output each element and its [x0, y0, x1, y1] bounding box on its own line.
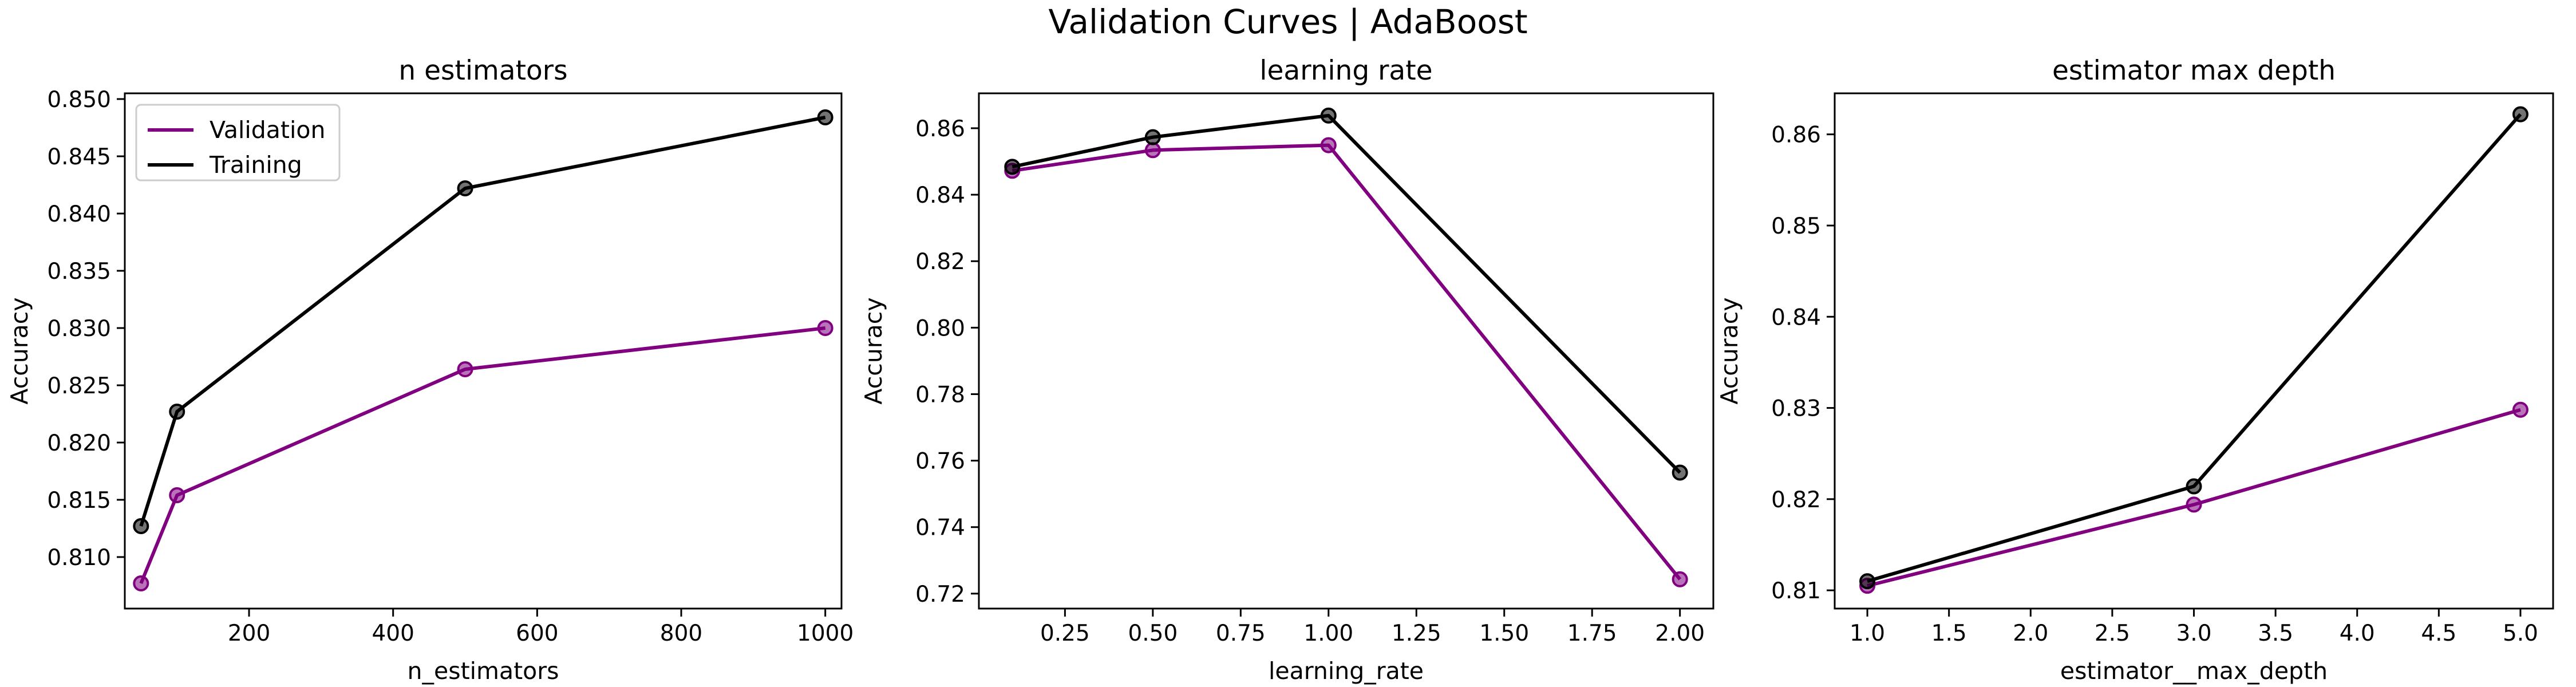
y-tick-label: 0.86 [915, 116, 965, 142]
training-data-point [2512, 106, 2528, 123]
training-data-point [1004, 159, 1021, 175]
x-tick-label: 0.75 [1216, 621, 1266, 646]
y-tick-label: 0.830 [47, 316, 111, 342]
validation-legend-label: Validation [210, 116, 325, 144]
subplot-learning-rate: learning rate 0.25 0.50 0.75 1.00 1.25 1.50 1.7… [860, 55, 1714, 685]
x-tick-label: 0.50 [1128, 621, 1178, 646]
y-tick-label: 0.820 [47, 431, 111, 456]
training-data-point [457, 180, 473, 196]
x-tick-label: 200 [228, 621, 270, 646]
validation-data-point [2186, 496, 2202, 513]
validation-data-point [2512, 401, 2528, 418]
validation-data-point [133, 575, 149, 591]
x-tick-label: 4.5 [2421, 621, 2456, 646]
y-tick-label: 0.83 [1771, 396, 1821, 422]
subplot-max-depth: estimator max depth 1.0 1.5 2.0 2.5 3.0 3.5 4.0… [1716, 55, 2554, 685]
x-tick-label: 3.5 [2258, 621, 2293, 646]
legend: Validation Training [135, 104, 341, 181]
training-series-line [1012, 113, 1681, 474]
x-tick-label: 800 [660, 621, 702, 646]
y-tick-label: 0.78 [915, 382, 965, 408]
validation-series-line [139, 326, 826, 585]
x-tick-label: 2.0 [2013, 621, 2048, 646]
y-tick-label: 0.84 [1771, 305, 1821, 330]
x-axis-label: learning_rate [1269, 657, 1424, 685]
y-tick-label: 0.845 [47, 144, 111, 170]
training-data-point [1859, 573, 1876, 590]
y-tick-label: 0.835 [47, 259, 111, 285]
training-data-point [1144, 129, 1161, 145]
y-axis-label: Accuracy [860, 297, 887, 404]
validation-data-point [1672, 571, 1688, 587]
x-tick-label: 1.0 [1850, 621, 1885, 646]
subplot-title: learning rate [1259, 55, 1432, 86]
x-tick-label: 600 [516, 621, 558, 646]
training-data-point [1672, 464, 1688, 481]
subplot-n-estimators: n estimators 200 400 600 800 1000 0.810 0.815 0.… [6, 55, 854, 685]
validation-data-point [817, 320, 833, 336]
y-tick-label: 0.85 [1771, 214, 1821, 239]
x-axis-label: n_estimators [408, 657, 559, 685]
x-tick-label: 2.5 [2095, 621, 2130, 646]
x-tick-label: 0.25 [1040, 621, 1090, 646]
y-axis-label: Accuracy [6, 297, 33, 404]
x-tick-label: 1.50 [1479, 621, 1529, 646]
subplot-title: n estimators [398, 55, 567, 86]
x-tick-label: 3.0 [2176, 621, 2211, 646]
validation-series-line [1012, 143, 1682, 581]
axes-frame [124, 92, 843, 610]
y-tick-label: 0.76 [915, 449, 965, 475]
validation-data-point [1320, 137, 1337, 153]
y-tick-label: 0.810 [47, 545, 111, 571]
subplot-title: estimator max depth [2052, 55, 2336, 86]
y-tick-label: 0.82 [1771, 487, 1821, 513]
y-axis-label: Accuracy [1716, 297, 1743, 404]
y-tick-label: 0.840 [47, 202, 111, 227]
x-tick-label: 1000 [797, 621, 854, 646]
y-tick-label: 0.74 [915, 515, 965, 541]
training-data-point [169, 404, 185, 420]
y-tick-label: 0.815 [47, 488, 111, 514]
axes-frame [978, 92, 1714, 610]
x-tick-label: 5.0 [2503, 621, 2538, 646]
axes-frame [1834, 92, 2554, 610]
legend-box [135, 104, 341, 181]
x-tick-label: 1.00 [1303, 621, 1353, 646]
y-tick-label: 0.81 [1771, 578, 1821, 604]
validation-data-point [169, 487, 185, 503]
x-tick-label: 1.25 [1392, 621, 1441, 646]
y-tick-label: 0.825 [47, 373, 111, 399]
y-tick-label: 0.850 [47, 87, 111, 113]
x-tick-label: 1.75 [1567, 621, 1617, 646]
figure-title: Validation Curves | AdaBoost [1048, 2, 1527, 41]
training-series-line [139, 116, 826, 527]
validation-data-point [457, 361, 473, 377]
training-data-point [133, 518, 149, 534]
y-tick-label: 0.84 [915, 183, 965, 208]
training-data-point [2186, 478, 2202, 495]
x-axis-label: estimator__max_depth [2060, 657, 2328, 685]
training-data-point [817, 109, 833, 125]
y-tick-label: 0.80 [915, 315, 965, 341]
x-tick-label: 4.0 [2340, 621, 2375, 646]
training-legend-label: Training [209, 151, 302, 179]
x-tick-label: 2.00 [1655, 621, 1705, 646]
y-tick-label: 0.72 [915, 582, 965, 607]
y-tick-label: 0.86 [1771, 123, 1821, 148]
validation-data-point [1144, 142, 1161, 159]
training-data-point [1320, 107, 1337, 124]
x-tick-label: 400 [372, 621, 414, 646]
y-tick-label: 0.82 [915, 249, 965, 275]
x-tick-label: 1.5 [1931, 621, 1967, 646]
